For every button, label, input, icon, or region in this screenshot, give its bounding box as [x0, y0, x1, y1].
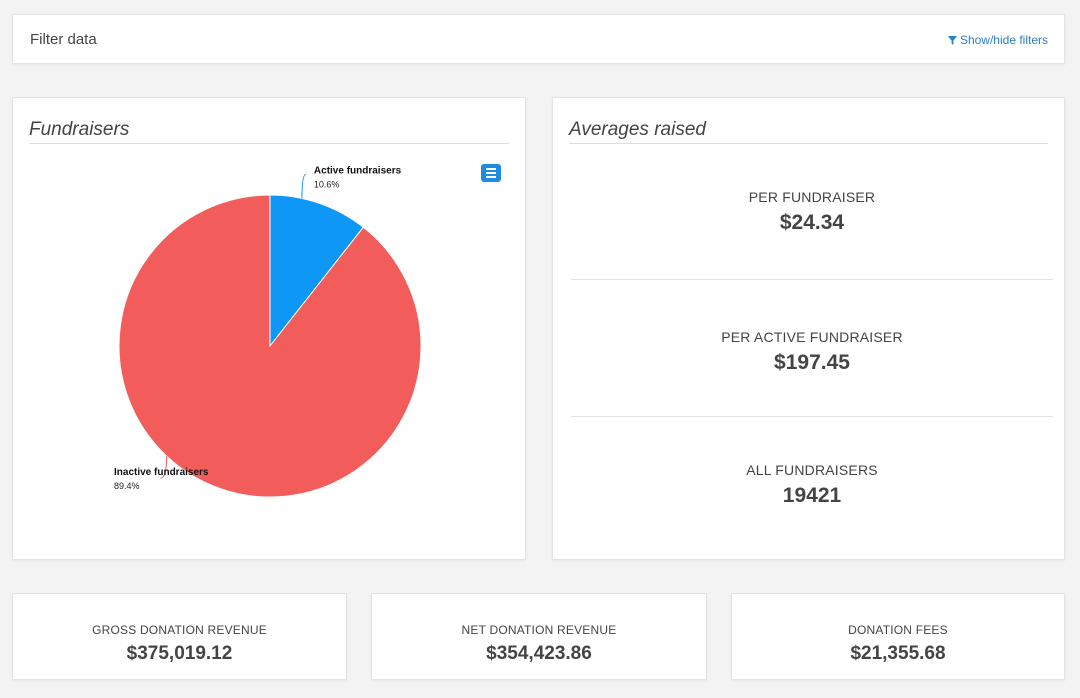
- fundraisers-pie-chart: Active fundraisers 10.6% Inactive fundrais…: [114, 165, 422, 498]
- filter-bar: Filter data Show/hide filters: [12, 14, 1065, 64]
- chart-menu-button[interactable]: [481, 164, 501, 182]
- stat-value: $24.34: [779, 211, 845, 234]
- stat-label: NET DONATION REVENUE: [461, 623, 617, 637]
- stat-value: $375,019.12: [126, 643, 233, 664]
- net-donation-revenue-card: NET DONATION REVENUE $354,423.86: [371, 593, 707, 680]
- pie-slice-inactive[interactable]: [118, 194, 422, 498]
- per-active-fundraiser-stat: PER ACTIVE FUNDRAISER $197.45: [571, 329, 1053, 375]
- stat-value: $197.45: [774, 351, 850, 374]
- pie-label-name: Active fundraisers: [314, 165, 402, 176]
- pie-label-name: Inactive fundraisers: [114, 467, 209, 478]
- pie-label-percent: 89.4%: [114, 481, 140, 491]
- stat-label: DONATION FEES: [848, 623, 948, 637]
- averages-title: Averages raised: [569, 118, 1048, 144]
- per-fundraiser-stat: PER FUNDRAISER $24.34: [571, 189, 1053, 235]
- stat-label: PER FUNDRAISER: [748, 189, 876, 205]
- filter-icon: [947, 35, 957, 45]
- pie-label-percent: 10.6%: [314, 179, 340, 189]
- show-hide-filters-link[interactable]: Show/hide filters: [947, 33, 1048, 47]
- fundraisers-title: Fundraisers: [29, 118, 509, 144]
- all-fundraisers-stat: ALL FUNDRAISERS 19421: [571, 462, 1053, 508]
- show-hide-filters-label: Show/hide filters: [959, 33, 1048, 47]
- divider: [571, 416, 1053, 417]
- averages-panel: Averages raised PER FUNDRAISER $24.34 PE…: [552, 97, 1065, 560]
- pie-connector: [301, 173, 307, 199]
- menu-icon-line: [486, 176, 496, 178]
- menu-icon-line: [486, 168, 496, 170]
- stat-label: ALL FUNDRAISERS: [746, 462, 878, 478]
- gross-donation-revenue-card: GROSS DONATION REVENUE $375,019.12: [12, 593, 347, 680]
- pie-connector: [160, 456, 168, 479]
- stat-label: PER ACTIVE FUNDRAISER: [721, 329, 903, 345]
- stat-value: $354,423.86: [486, 643, 592, 664]
- menu-icon-line: [486, 172, 496, 174]
- stat-value: $21,355.68: [850, 643, 946, 664]
- divider: [571, 279, 1053, 280]
- pie-slice-active[interactable]: [269, 194, 364, 348]
- fundraisers-panel: Fundraisers Active fundraisers 10.6% Inact…: [12, 97, 526, 560]
- stat-value: 19421: [782, 484, 842, 507]
- donation-fees-card: DONATION FEES $21,355.68: [731, 593, 1065, 680]
- filter-title: Filter data: [30, 31, 97, 48]
- stat-label: GROSS DONATION REVENUE: [92, 623, 267, 637]
